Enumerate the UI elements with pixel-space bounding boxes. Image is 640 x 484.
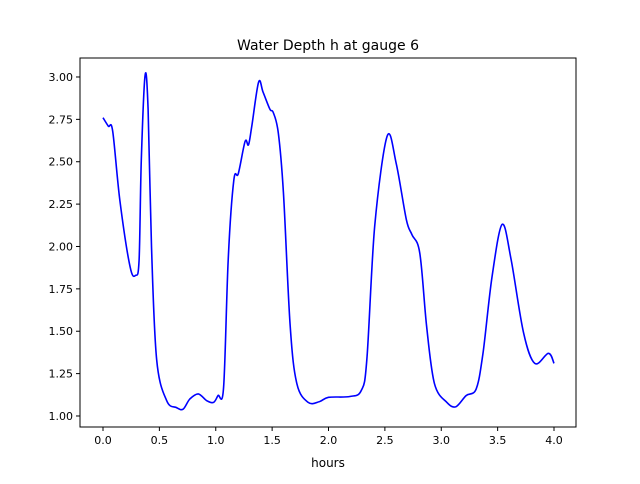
y-tick-label: 2.00 [49,240,74,253]
x-tick-label: 3.5 [489,434,507,447]
y-tick-label: 1.75 [49,283,74,296]
x-tick-label: 0.0 [94,434,112,447]
y-tick-label: 1.00 [49,410,74,423]
y-tick-label: 1.50 [49,325,74,338]
x-tick-label: 1.0 [207,434,225,447]
x-tick-label: 1.5 [263,434,281,447]
axes-frame [79,57,577,428]
y-tick-label: 2.50 [49,156,74,169]
x-tick-label: 4.0 [545,434,563,447]
x-tick-label: 0.5 [151,434,169,447]
chart-title: Water Depth h at gauge 6 [237,38,419,54]
y-tick-label: 1.25 [49,368,74,381]
x-tick-label: 2.0 [320,434,338,447]
x-tick-label: 2.5 [376,434,394,447]
y-tick-label: 3.00 [49,71,74,84]
x-axis-label: hours [311,456,345,470]
y-tick-label: 2.25 [49,198,74,211]
x-tick-label: 3.0 [433,434,451,447]
y-tick-label: 2.75 [49,113,74,126]
series-line-h [102,72,555,411]
